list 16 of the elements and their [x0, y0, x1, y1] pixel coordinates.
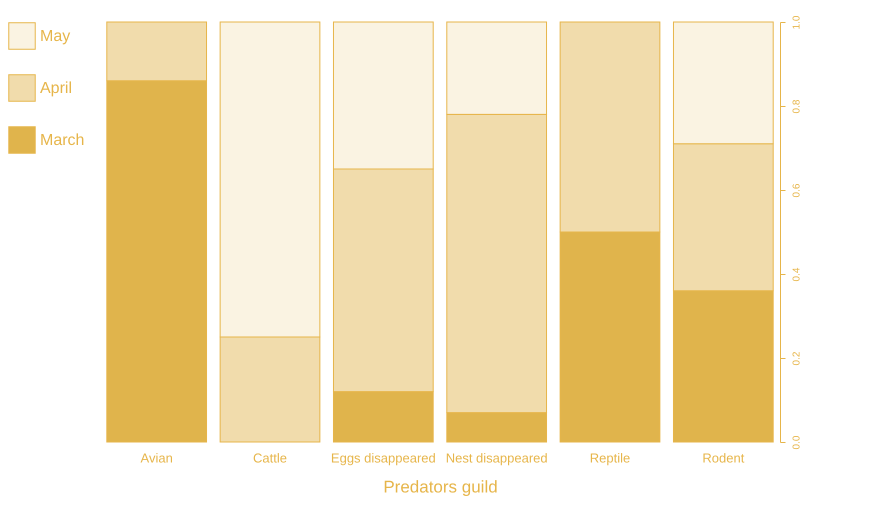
y-tick-label: 0.6 — [792, 183, 802, 198]
y-tick-label: 0.8 — [792, 99, 802, 114]
y-tick-label: 1.0 — [792, 15, 802, 30]
x-tick-label: Avian — [140, 450, 173, 466]
y-tick-label: 0.0 — [792, 435, 802, 450]
x-axis-title: Predators guild — [383, 478, 498, 496]
legend-label: April — [40, 80, 72, 97]
y-tick-label: 0.4 — [792, 267, 802, 282]
legend-label: May — [40, 28, 70, 45]
x-tick-label: Reptile — [590, 450, 630, 466]
x-tick-label: Eggs disappeared — [330, 450, 436, 466]
legend-label: March — [40, 132, 84, 149]
y-tick-label: 0.2 — [792, 351, 802, 366]
x-tick-label: Cattle — [253, 450, 287, 466]
x-tick-label: Rodent — [702, 450, 745, 466]
x-tick-label: Nest disappeared — [446, 450, 548, 466]
